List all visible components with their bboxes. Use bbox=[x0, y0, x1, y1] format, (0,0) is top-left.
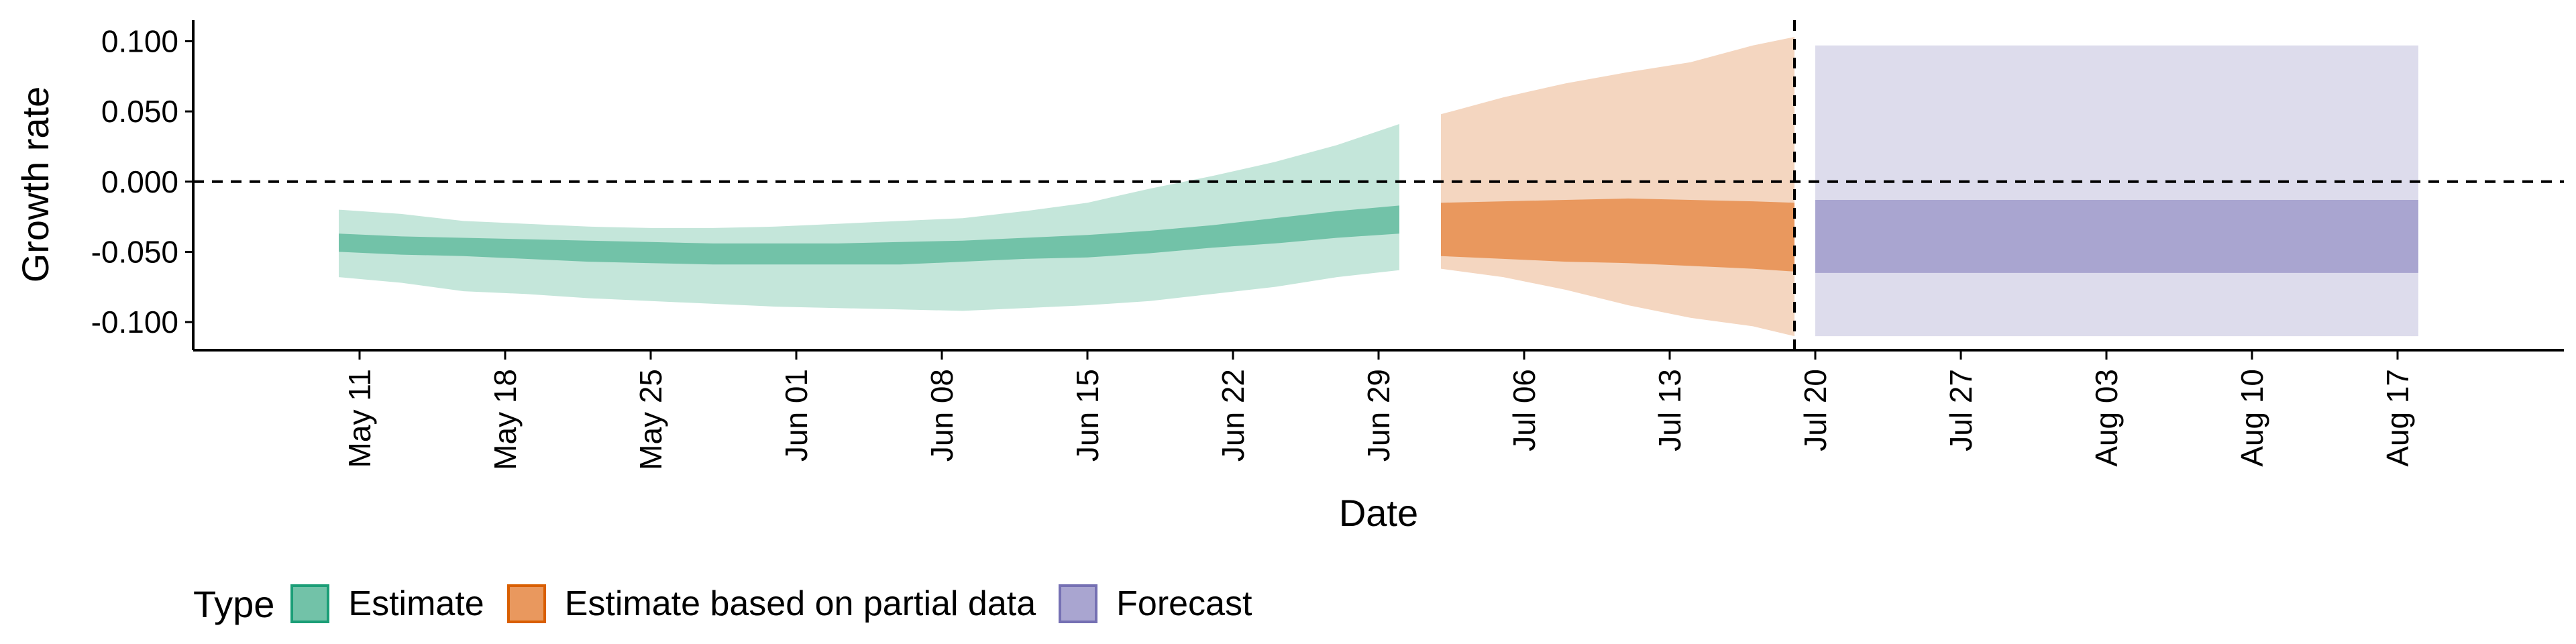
y-tick-label: 0.050 bbox=[101, 94, 178, 129]
estimate-based-on-partial-data-band-90 bbox=[1441, 37, 1794, 337]
y-axis-title: Growth rate bbox=[14, 87, 56, 283]
legend-label-forecast: Forecast bbox=[1116, 584, 1252, 623]
legend-swatch-partial-estimate bbox=[506, 584, 546, 623]
forecast-band-50 bbox=[1815, 200, 2418, 273]
reference-lines bbox=[193, 20, 2564, 350]
x-tick-label: Jun 15 bbox=[1070, 369, 1105, 462]
y-tick-label: -0.100 bbox=[91, 305, 178, 339]
growth-rate-chart: -0.100 -0.050 0.000 0.050 0.100 May 11 May 18 M… bbox=[14, 20, 2564, 534]
x-tick-label: Jun 08 bbox=[924, 369, 959, 462]
legend: Type Estimate Estimate based on partial … bbox=[193, 574, 1275, 634]
estimate-based-on-partial-data-band-50 bbox=[1441, 198, 1794, 272]
x-tick-label: May 18 bbox=[488, 369, 523, 470]
legend-label-partial-estimate: Estimate based on partial data bbox=[564, 584, 1036, 623]
x-tick-label: May 25 bbox=[633, 369, 668, 470]
legend-label-estimate: Estimate bbox=[348, 584, 484, 623]
x-tick-label: Jul 20 bbox=[1798, 369, 1833, 451]
x-tick-label: Aug 10 bbox=[2235, 369, 2269, 467]
y-tick-label: -0.050 bbox=[91, 234, 178, 269]
series-bands bbox=[339, 37, 2418, 337]
legend-title: Type bbox=[193, 582, 275, 625]
legend-item-partial-estimate: Estimate based on partial data bbox=[506, 584, 1036, 624]
forecast-band-90 bbox=[1815, 45, 2418, 337]
y-tick-label: 0.100 bbox=[101, 23, 178, 58]
tick-labels: -0.100 -0.050 0.000 0.050 0.100 May 11 May 18 M… bbox=[91, 23, 2415, 470]
x-tick-label: Aug 03 bbox=[2089, 369, 2124, 467]
x-tick-label: Jul 13 bbox=[1652, 369, 1687, 451]
estimate-band-50 bbox=[339, 205, 1399, 265]
y-tick-label: 0.000 bbox=[101, 164, 178, 199]
legend-swatch-forecast bbox=[1059, 584, 1098, 623]
x-tick-label: Jun 01 bbox=[779, 369, 814, 462]
legend-swatch-estimate bbox=[290, 584, 330, 623]
estimate-band-90 bbox=[339, 123, 1399, 311]
x-tick-label: Jun 29 bbox=[1361, 369, 1396, 462]
legend-item-estimate: Estimate bbox=[290, 584, 484, 624]
legend-item-forecast: Forecast bbox=[1059, 584, 1252, 624]
axes bbox=[185, 20, 2564, 360]
x-tick-label: Jul 27 bbox=[1943, 369, 1978, 451]
x-tick-label: May 11 bbox=[342, 369, 377, 468]
x-axis-title: Date bbox=[1339, 492, 1418, 534]
x-tick-label: Aug 17 bbox=[2380, 369, 2415, 467]
x-tick-label: Jul 06 bbox=[1507, 369, 1542, 451]
x-tick-label: Jun 22 bbox=[1216, 369, 1250, 462]
